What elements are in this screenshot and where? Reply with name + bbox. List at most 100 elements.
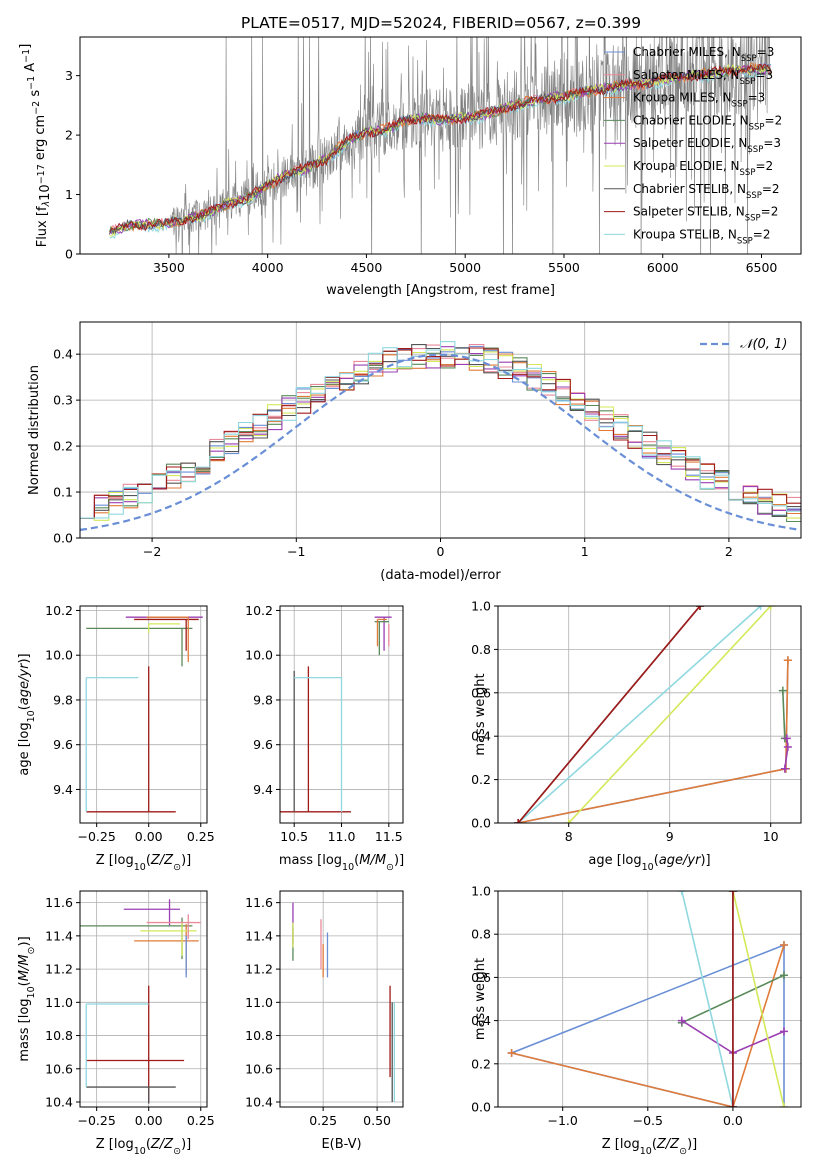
weight-marker <box>677 1016 686 1025</box>
legend-label: Kroupa ELODIE, NSSP=2 <box>633 159 773 178</box>
axes-frame <box>497 605 802 824</box>
histogram-kroupa-stelib <box>80 341 801 519</box>
y-tick-label: 10.0 <box>245 648 273 663</box>
grid <box>80 606 207 823</box>
weight-marker <box>778 686 787 695</box>
legend-label: Salpeter ELODIE, NSSP=3 <box>633 136 781 155</box>
x-tick-label: 9 <box>666 829 674 844</box>
x-tick-label: 10 <box>763 829 779 844</box>
y-tick-label: 10.8 <box>245 1028 273 1043</box>
y-tick-label: 10.6 <box>45 1061 73 1076</box>
y-tick-label: 0.0 <box>471 816 491 831</box>
y-tick-label: 0.4 <box>53 347 73 362</box>
y-tick-label: 1.0 <box>471 599 491 614</box>
x-axis-label: (data-model)/error <box>380 568 501 583</box>
x-axis-label: age [log10(age/yr)] <box>588 853 710 873</box>
y-tick-label: 0.4 <box>471 1013 491 1028</box>
error-bars <box>292 902 396 1103</box>
y-tick-label: 11.0 <box>45 995 73 1010</box>
weight-line-kroupa-miles <box>518 660 789 823</box>
y-tick-label: 3 <box>65 68 73 83</box>
y-tick-label: 9.4 <box>253 782 273 797</box>
y-axis-label: Flux [fλ10−17 erg cm−2 s−1 A−1] <box>18 44 53 248</box>
age-vs-mass-panel: 10.5 11.0 11.5 9.4 9.6 9.8 10.0 10.2 mass [log10… <box>245 603 404 873</box>
x-tick-label: 0 <box>437 544 445 559</box>
y-tick-label: 10.6 <box>245 1061 273 1076</box>
weight-marker <box>677 891 686 895</box>
weight-marker <box>779 1027 788 1036</box>
y-tick-label: 0.2 <box>471 772 491 787</box>
normal-distribution-curve <box>79 353 799 531</box>
y-tick-label: 0.8 <box>471 642 491 657</box>
legend-label: Kroupa MILES, NSSP=3 <box>633 91 765 110</box>
x-axis-label: wavelength [Angstrom, rest frame] <box>326 283 555 298</box>
axes-frame <box>79 36 802 255</box>
weight-marker <box>782 734 791 743</box>
x-tick-label: 4500 <box>351 260 383 275</box>
y-tick-label: 0.6 <box>471 970 491 985</box>
weight-marker <box>779 971 788 980</box>
weight-marker <box>507 1049 516 1057</box>
weight-marker <box>564 819 573 823</box>
y-axis-label: age [log10(age/yr)] <box>17 653 37 775</box>
y-tick-label: 9.6 <box>53 737 73 752</box>
model-spectrum-salpeter-stelib <box>109 63 772 233</box>
weight-line-chabrier-miles <box>518 660 789 823</box>
weight-marker <box>779 1103 788 1107</box>
y-tick-label: 10.0 <box>45 648 73 663</box>
spectrum-legend: Chabrier MILES, NSSP=3 Salpeter MILES, NS… <box>604 45 782 246</box>
legend-label: Kroupa STELIB, NSSP=2 <box>633 227 771 246</box>
x-tick-label: 11.0 <box>328 829 356 844</box>
x-tick-label: 0.00 <box>135 829 163 844</box>
y-tick-label: 0.2 <box>471 1056 491 1071</box>
x-tick-label: 4000 <box>252 260 284 275</box>
error-bars <box>85 616 203 813</box>
x-tick-label: 1 <box>581 544 589 559</box>
x-tick-label: −0.25 <box>77 829 115 844</box>
axes-frame <box>79 321 802 539</box>
weight-line-kroupa-stelib <box>681 891 734 1107</box>
histogram-chabrier-stelib <box>80 344 801 519</box>
x-tick-label: 5500 <box>548 260 580 275</box>
y-axis-label: mass [log10(M/M⊙)] <box>17 936 37 1061</box>
x-tick-label: 5000 <box>449 260 481 275</box>
x-tick-label: 0.00 <box>135 1113 163 1128</box>
weight-vs-metallicity-panel: −1.0 −0.5 0.0 0.0 0.2 0.4 0.6 0.8 1.0 Z [log10(Z/… <box>471 884 802 1157</box>
y-tick-label: 9.8 <box>53 692 73 707</box>
x-tick-label: 0.25 <box>187 829 215 844</box>
x-axis-label: Z [log10(Z/Z⊙)] <box>96 1137 191 1157</box>
weight-line-kroupa-elodie <box>732 891 785 1107</box>
y-tick-label: 0.0 <box>471 1100 491 1115</box>
x-tick-label: −0.5 <box>633 1113 663 1128</box>
axes-frame <box>279 890 404 1108</box>
weight-marker <box>728 1103 737 1107</box>
x-tick-label: 0.25 <box>187 1113 215 1128</box>
y-tick-label: 1 <box>65 187 73 202</box>
legend-label: Salpeter MILES, NSSP=3 <box>633 68 773 87</box>
x-tick-label: −1 <box>287 544 305 559</box>
y-tick-label: 0.0 <box>53 531 73 546</box>
weight-line-salpeter-stelib <box>517 606 701 823</box>
x-axis-label: Z [log10(Z/Z⊙)] <box>96 853 191 873</box>
legend-label: Salpeter STELIB, NSSP=2 <box>633 205 778 224</box>
y-tick-label: 0.2 <box>53 439 73 454</box>
weight-marker <box>779 941 788 949</box>
y-tick-label: 10.2 <box>245 603 273 618</box>
x-tick-label: 0.0 <box>723 1113 743 1128</box>
weight-line-kroupa-elodie <box>568 606 772 823</box>
weight-marker <box>728 891 737 895</box>
error-bars <box>280 616 392 813</box>
legend-label: Chabrier STELIB, NSSP=2 <box>633 182 780 201</box>
y-tick-label: 11.6 <box>245 895 273 910</box>
age-vs-metallicity-panel: −0.25 0.00 0.25 9.4 9.6 9.8 10.0 10.2 Z [log10(Z… <box>17 603 215 873</box>
x-tick-label: 8 <box>565 829 573 844</box>
y-tick-label: 10.2 <box>45 603 73 618</box>
x-axis-label: E(B-V) <box>321 1137 361 1152</box>
y-tick-label: 11.0 <box>245 995 273 1010</box>
y-tick-label: 11.6 <box>45 895 73 910</box>
legend-label: Chabrier MILES, NSSP=3 <box>633 45 774 64</box>
x-tick-label: 11.5 <box>375 829 403 844</box>
weight-marker <box>780 764 789 773</box>
grid <box>280 891 403 1107</box>
